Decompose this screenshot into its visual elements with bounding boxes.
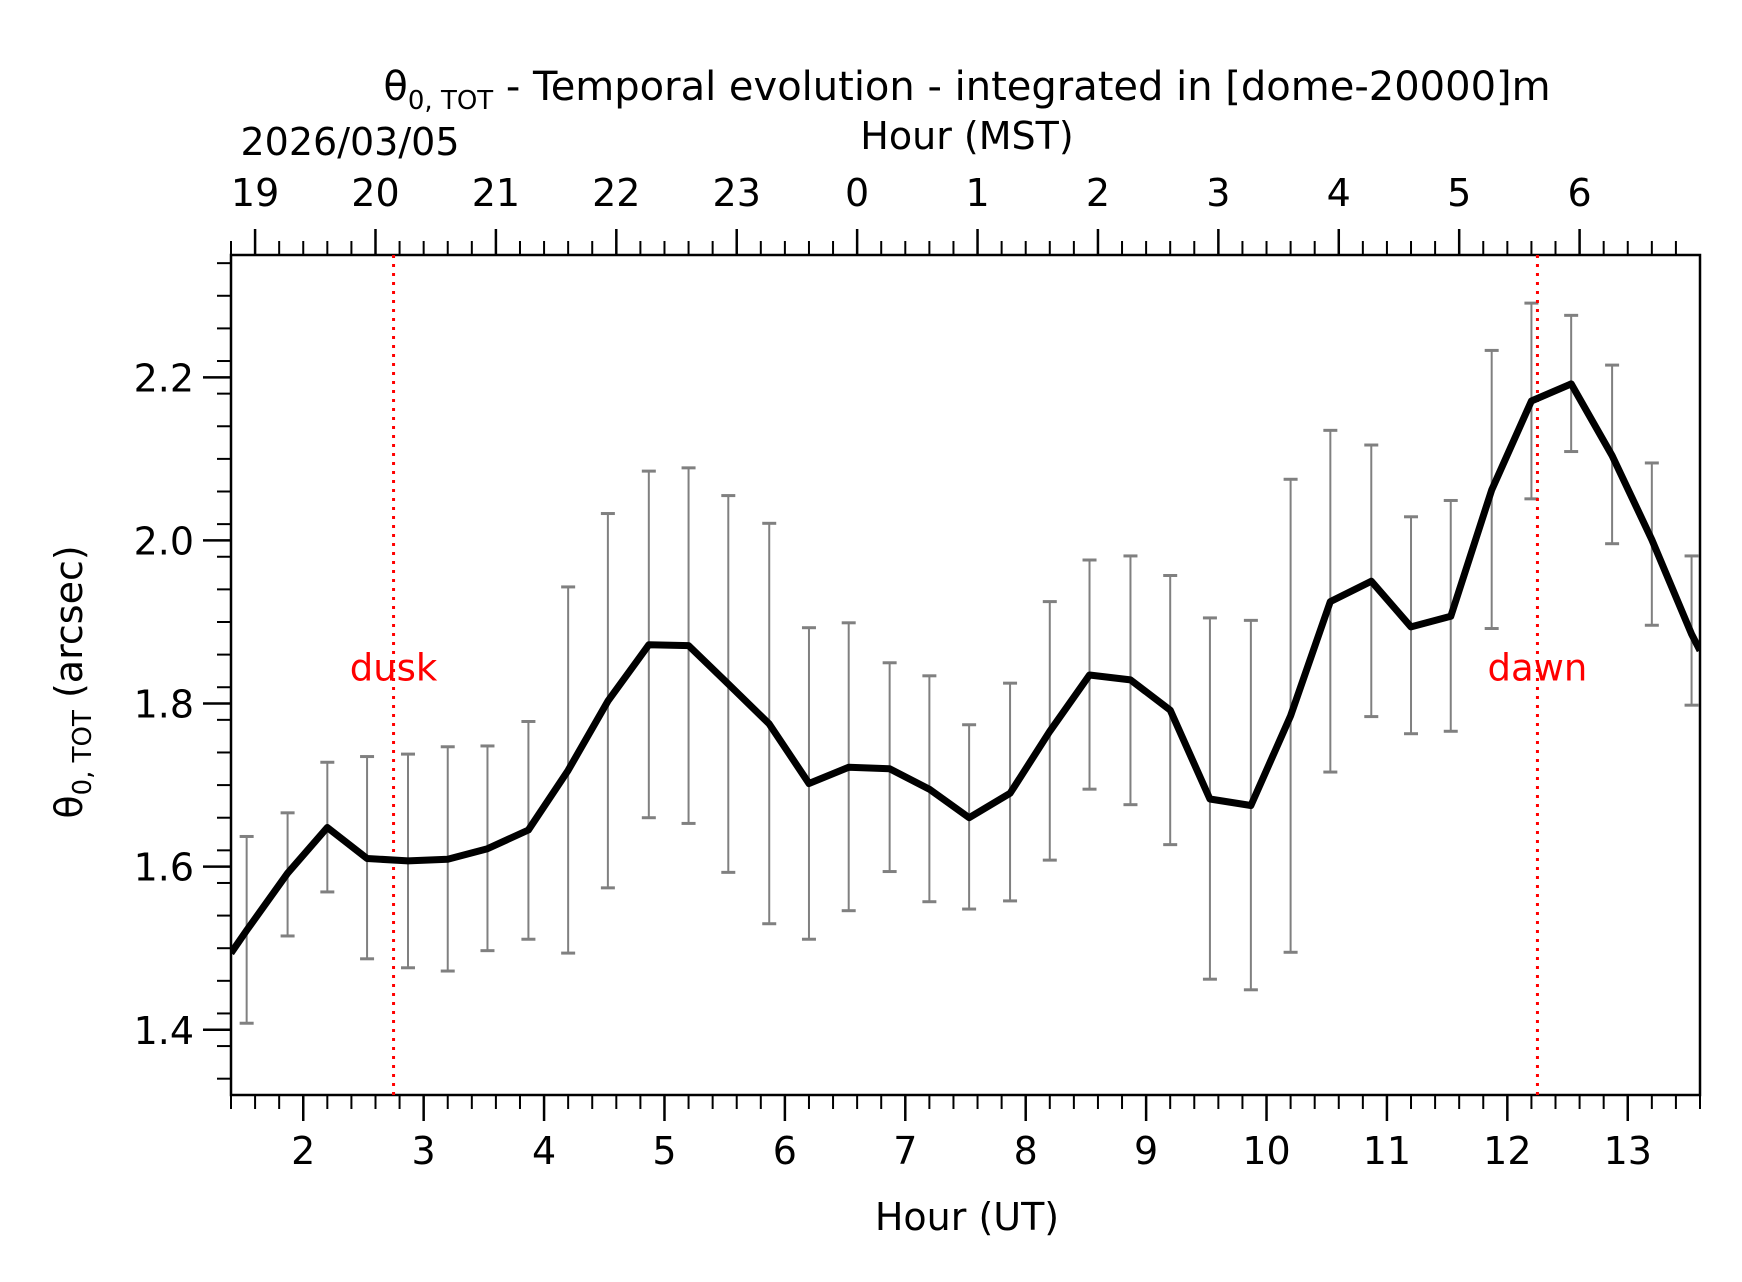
x-tick-label: 4 [532, 1129, 556, 1173]
data-point [1691, 633, 1693, 635]
x2-tick-label: 3 [1206, 171, 1230, 215]
x2-tick-label: 2 [1086, 171, 1110, 215]
y-axis-title-rest: (arcsec) [47, 545, 91, 710]
data-point [1329, 601, 1331, 603]
data-point [1530, 400, 1532, 402]
x-tick-label: 12 [1483, 1129, 1531, 1173]
x2-tick-label: 4 [1327, 171, 1351, 215]
y-tick-label: 2.2 [134, 356, 194, 400]
x-tick-label: 7 [893, 1129, 917, 1173]
data-point [848, 766, 850, 768]
x-tick-label: 8 [1014, 1129, 1038, 1173]
data-point [1250, 804, 1252, 806]
series-line [231, 380, 1700, 956]
y-tick-label: 1.8 [134, 683, 194, 727]
x-tick-label: 6 [773, 1129, 797, 1173]
data-point [1089, 674, 1091, 676]
data-point [1450, 615, 1452, 617]
data-point [768, 723, 770, 725]
data-point [326, 827, 328, 829]
y-axis-title-subscript: 0, TOT [68, 710, 98, 795]
data-point [607, 700, 609, 702]
y-tick-label: 1.4 [134, 1009, 194, 1053]
x-tick-label: 13 [1604, 1129, 1652, 1173]
chart-title-rest: - Temporal evolution - integrated in [do… [493, 64, 1550, 110]
plot-area [229, 253, 1702, 1097]
x-tick-label: 5 [652, 1129, 676, 1173]
y-tick-label: 2.0 [134, 519, 194, 563]
data-point [246, 929, 248, 931]
y-axis-title: θ0, TOT (arcsec) [47, 545, 98, 818]
series-lines [231, 380, 1700, 956]
chart-title: θ0, TOT - Temporal evolution - integrate… [383, 64, 1550, 116]
x2-tick-label: 20 [351, 171, 399, 215]
data-point [1290, 715, 1292, 717]
x2-tick-label: 21 [472, 171, 520, 215]
data-point [1370, 580, 1372, 582]
data-point [567, 769, 569, 771]
data-point [407, 860, 409, 862]
data-point [1009, 792, 1011, 794]
data-point [1651, 539, 1653, 541]
dawn-label: dawn [1488, 647, 1588, 690]
x-tick-label: 10 [1242, 1129, 1290, 1173]
data-point [486, 848, 488, 850]
data-point [889, 768, 891, 770]
x2-tick-label: 6 [1567, 171, 1591, 215]
data-point [1129, 679, 1131, 681]
data-point [287, 872, 289, 874]
data-point [366, 857, 368, 859]
x2-tick-label: 0 [845, 171, 869, 215]
data-point [1169, 709, 1171, 711]
data-point [928, 788, 930, 790]
data-point [1699, 650, 1700, 652]
data-point [808, 782, 810, 784]
x2-tick-label: 19 [231, 171, 279, 215]
data-point [231, 952, 232, 954]
event-lines: dusk dawn [350, 255, 1588, 1095]
x-tick-label: 11 [1363, 1129, 1411, 1173]
x2-tick-label: 23 [713, 171, 761, 215]
data-point [1209, 798, 1211, 800]
data-point [727, 683, 729, 685]
x2-tick-label: 1 [965, 171, 989, 215]
error-bars [239, 301, 1699, 1025]
x-tick-label: 3 [412, 1129, 436, 1173]
y-tick-label: 1.6 [134, 846, 194, 890]
x-tick-label: 9 [1134, 1129, 1158, 1173]
x2-tick-label: 5 [1447, 171, 1471, 215]
dusk-label: dusk [350, 647, 438, 690]
data-point [1611, 455, 1613, 457]
plot-frame [229, 253, 1702, 1097]
chart-title-subscript: 0, TOT [408, 86, 493, 116]
data-point [648, 644, 650, 646]
x2-tick-label: 22 [592, 171, 640, 215]
data-point [688, 645, 690, 647]
data-point [968, 817, 970, 819]
x-axis-title: Hour (UT) [875, 1195, 1059, 1239]
data-point [1570, 383, 1572, 385]
axis-ticks [203, 229, 1701, 1121]
data-point [1491, 489, 1493, 491]
data-point [527, 829, 529, 831]
date-label: 2026/03/05 [240, 120, 459, 164]
data-point [1410, 626, 1412, 628]
data-point [1049, 730, 1051, 732]
data-point [447, 858, 449, 860]
x-tick-label: 2 [291, 1129, 315, 1173]
top-axis-title: Hour (MST) [860, 114, 1073, 158]
